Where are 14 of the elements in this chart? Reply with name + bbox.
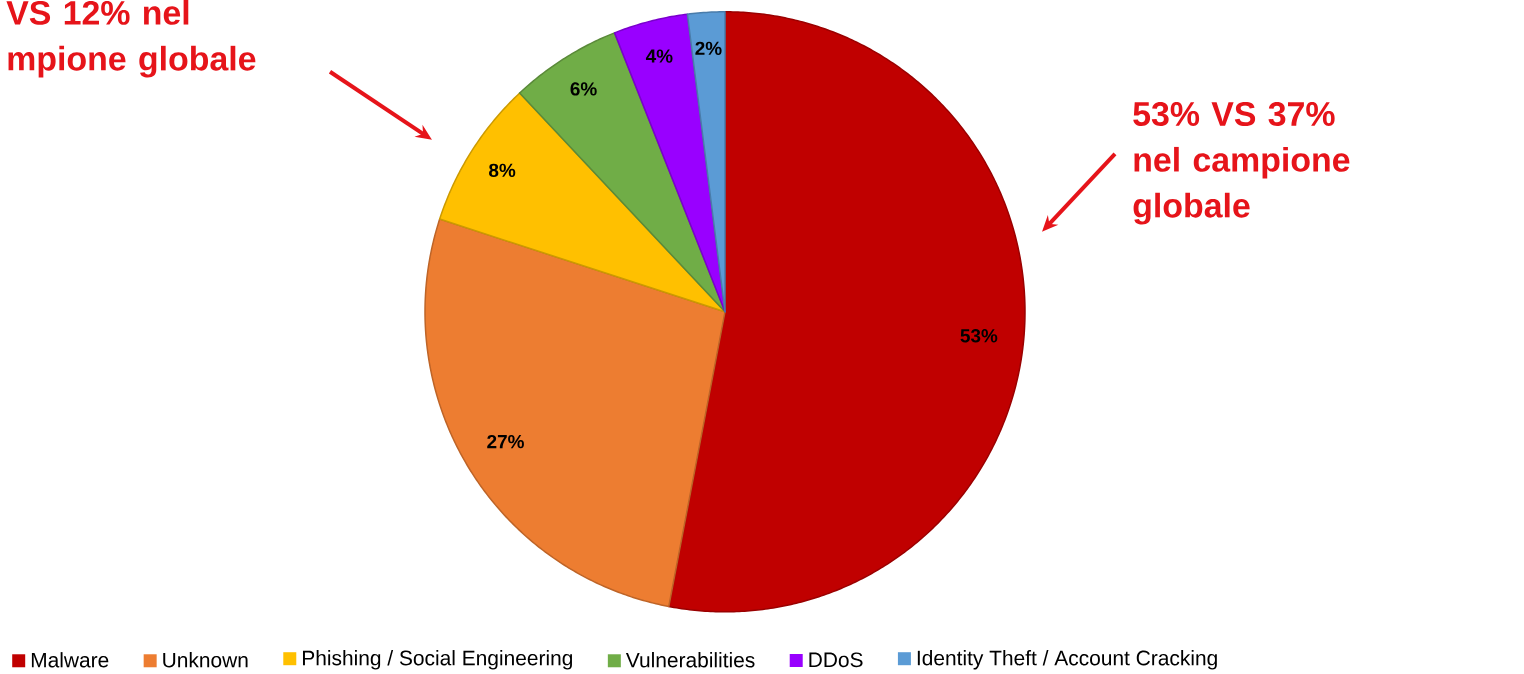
legend-label: Vulnerabilities bbox=[625, 652, 755, 668]
data-label: 8% bbox=[489, 163, 516, 178]
data-label: 2% bbox=[695, 41, 722, 56]
text: VS 12% nel mpione globale bbox=[6, 0, 256, 78]
data-label: 6% bbox=[570, 82, 597, 96]
data-label: 4% bbox=[645, 49, 673, 63]
data-label: 27% bbox=[487, 435, 524, 449]
legend-label: Malware bbox=[31, 652, 109, 668]
legend-label: Unknown bbox=[163, 652, 248, 668]
text: 53% VS 37% nel campione globale bbox=[1133, 102, 1350, 225]
legend-label: Phishing / Social Engineering bbox=[303, 650, 573, 670]
legend-label: Identity Theft / Account Cracking bbox=[917, 650, 1217, 670]
data-label: 53% bbox=[960, 329, 998, 343]
legend-label: DDoS bbox=[809, 652, 863, 668]
